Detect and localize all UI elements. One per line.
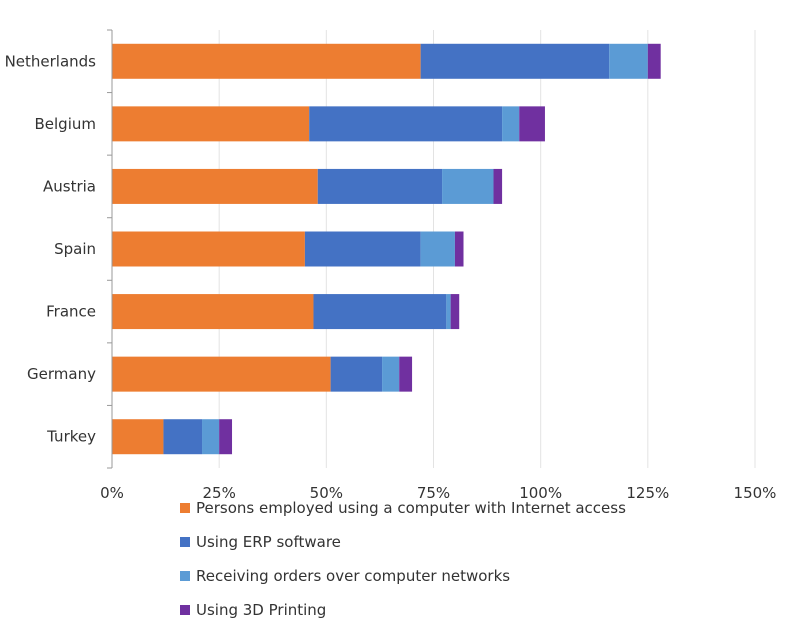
bar-segment — [502, 106, 520, 142]
bar-segment — [112, 419, 164, 455]
legend-swatch — [180, 503, 190, 513]
category-label: France — [46, 303, 96, 321]
category-labels: Netherlands Belgium Austria Spain France Germ… — [5, 52, 97, 445]
legend-label: Receiving orders over computer networks — [196, 567, 511, 585]
bar-segment — [112, 168, 318, 204]
bar-segment — [399, 356, 413, 392]
category-label: Turkey — [46, 428, 96, 446]
bar-segment — [519, 106, 545, 142]
category-label: Austria — [43, 177, 96, 195]
bar-segment — [647, 43, 661, 79]
bar-segment — [454, 231, 464, 267]
category-label: Netherlands — [5, 52, 97, 70]
bar-segment — [420, 231, 455, 267]
legend-item: Receiving orders over computer networks — [180, 566, 510, 586]
category-label: Germany — [27, 365, 96, 383]
bar-segment — [202, 419, 220, 455]
bar-segment — [493, 168, 503, 204]
bar-segment — [112, 43, 421, 79]
bar-segment — [313, 294, 447, 330]
bar-segment — [330, 356, 383, 392]
bar-segment — [112, 106, 310, 142]
x-tick-label: 50% — [310, 484, 343, 502]
bar-segment — [112, 294, 314, 330]
bar-segment — [446, 294, 451, 330]
x-tick-label: 150% — [734, 484, 777, 502]
bar-segment — [219, 419, 233, 455]
bar-segment — [450, 294, 460, 330]
x-tick-label: 25% — [202, 484, 235, 502]
legend-swatch — [180, 537, 190, 547]
legend-item: Persons employed using a computer with I… — [180, 498, 626, 518]
bar-segment — [309, 106, 503, 142]
legend-item: Using 3D Printing — [180, 600, 326, 620]
bar-segment — [317, 168, 443, 204]
bar-segment — [163, 419, 203, 455]
x-tick-label: 125% — [626, 484, 669, 502]
x-tick-label: 0% — [100, 484, 124, 502]
bar-segment — [420, 43, 610, 79]
x-tick-label: 75% — [417, 484, 450, 502]
tick-labels: 0% 25% 50% 75% 100% 125% 150% — [100, 484, 776, 502]
legend-label: Using 3D Printing — [196, 601, 327, 619]
legend-swatch — [180, 605, 190, 615]
legend-label: Persons employed using a computer with I… — [196, 499, 626, 517]
legend-item: Using ERP software — [180, 532, 341, 552]
x-tick-label: 100% — [519, 484, 562, 502]
bar-segment — [609, 43, 648, 79]
legend-label: Using ERP software — [196, 533, 341, 551]
bars — [112, 43, 661, 455]
bar-segment — [304, 231, 421, 267]
bar-segment — [442, 168, 494, 204]
bar-segment — [382, 356, 400, 392]
legend-swatch — [180, 571, 190, 581]
bar-segment — [112, 356, 331, 392]
category-label: Spain — [54, 240, 96, 258]
bar-segment — [112, 231, 305, 267]
category-label: Belgium — [35, 115, 97, 133]
